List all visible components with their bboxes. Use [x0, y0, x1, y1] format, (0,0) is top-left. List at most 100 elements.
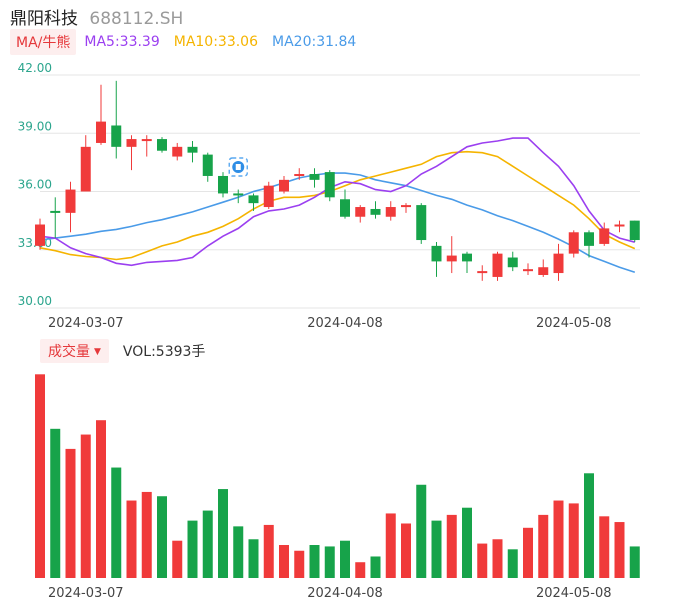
candle-body: [401, 205, 411, 208]
volume-bar: [477, 543, 488, 578]
candle-body: [614, 224, 625, 227]
candle-body: [111, 125, 122, 147]
candle-body: [553, 253, 564, 274]
candle: [416, 203, 427, 244]
volume-bar: [401, 523, 411, 578]
candle: [538, 259, 549, 277]
dropdown-arrow-icon: ▼: [94, 347, 101, 357]
candle-body: [523, 269, 533, 272]
candle: [248, 193, 259, 211]
ma-lines: [39, 137, 636, 274]
volume-bar: [446, 514, 457, 578]
stock-name: 鼎阳科技: [10, 9, 78, 29]
candle-body: [157, 139, 167, 151]
ma-indicator-tag[interactable]: MA/牛熊: [10, 29, 77, 55]
candle: [157, 137, 167, 153]
ma5-line: [39, 137, 636, 267]
candle-body: [202, 154, 213, 176]
candle-body: [263, 185, 274, 208]
volume-bar: [172, 540, 183, 578]
y-tick-label: 42.00: [18, 61, 52, 75]
candle: [233, 189, 244, 204]
candle-body: [431, 245, 442, 262]
candle-body: [340, 199, 350, 217]
volume-bar: [553, 500, 564, 578]
volume-bar: [385, 513, 396, 578]
candle-body: [584, 232, 594, 246]
volume-bars: [35, 374, 640, 578]
candle-body: [279, 179, 289, 192]
price-marker-icon[interactable]: [228, 157, 248, 177]
volume-bar: [492, 539, 503, 578]
candle: [279, 175, 289, 194]
candle-body: [507, 257, 518, 268]
candle-body: [355, 207, 366, 217]
candle: [218, 172, 228, 198]
volume-bar: [35, 374, 45, 578]
candle-body: [324, 172, 335, 198]
stock-code: 688112.SH: [89, 9, 184, 29]
ma5-legend: MA5:33.39: [84, 34, 160, 50]
candle-body: [370, 208, 381, 215]
y-tick-label: 36.00: [18, 178, 52, 192]
candle-body: [492, 253, 503, 277]
x-tick-label: 2024-03-07: [48, 316, 124, 331]
marker-glyph: [235, 164, 241, 170]
candle-body: [416, 205, 427, 241]
x-tick-label: 2024-03-07: [48, 586, 124, 601]
volume-bar: [340, 540, 350, 578]
candle: [340, 189, 350, 219]
candle-body: [462, 253, 472, 262]
candle: [507, 251, 518, 272]
volume-bar: [279, 545, 289, 578]
volume-bar: [324, 546, 335, 578]
volume-bar: [507, 549, 518, 578]
candle: [355, 205, 366, 223]
volume-value-label: VOL:5393手: [122, 344, 206, 360]
volume-bar: [202, 510, 213, 578]
candle: [141, 135, 152, 157]
price-grid: [40, 74, 640, 309]
candle: [35, 218, 45, 250]
volume-bar: [584, 473, 594, 578]
candle-body: [35, 224, 45, 246]
volume-bar: [355, 562, 366, 578]
candle: [202, 152, 213, 182]
candle: [80, 135, 91, 192]
candle: [492, 251, 503, 281]
volume-bar: [309, 545, 320, 578]
volume-bar: [263, 524, 274, 578]
candle-body: [248, 195, 259, 204]
candle-body: [294, 174, 305, 177]
candle: [385, 201, 396, 221]
volume-bar: [370, 556, 381, 578]
candle-body: [477, 271, 488, 274]
candle-body: [538, 267, 549, 275]
x-tick-label: 2024-05-08: [536, 316, 612, 331]
candle-body: [599, 228, 610, 244]
candle: [629, 220, 640, 242]
candle: [111, 80, 122, 159]
x-tick-label: 2024-04-08: [307, 586, 383, 601]
candle: [324, 170, 335, 202]
candle-body: [385, 207, 396, 217]
candle: [294, 168, 305, 180]
candle: [96, 84, 106, 145]
volume-legend: 成交量 ▼ VOL:5393手: [40, 339, 206, 363]
x-tick-label: 2024-05-08: [536, 586, 612, 601]
price-date-axis: 2024-03-07 2024-04-08 2024-05-08: [48, 316, 612, 331]
ma-legend: MA/牛熊 MA5:33.39 MA10:33.06 MA20:31.84: [10, 29, 370, 55]
candle: [309, 168, 320, 188]
volume-bar: [126, 500, 137, 578]
volume-bar: [157, 496, 167, 578]
candle: [523, 263, 533, 275]
candle-body: [126, 139, 137, 147]
volume-tag-label: 成交量: [48, 344, 90, 360]
volume-bar: [187, 520, 198, 578]
volume-bar: [218, 489, 228, 578]
ma10-legend: MA10:33.06: [173, 34, 259, 50]
volume-bar: [294, 550, 305, 578]
volume-indicator-tag[interactable]: 成交量 ▼: [40, 339, 109, 363]
